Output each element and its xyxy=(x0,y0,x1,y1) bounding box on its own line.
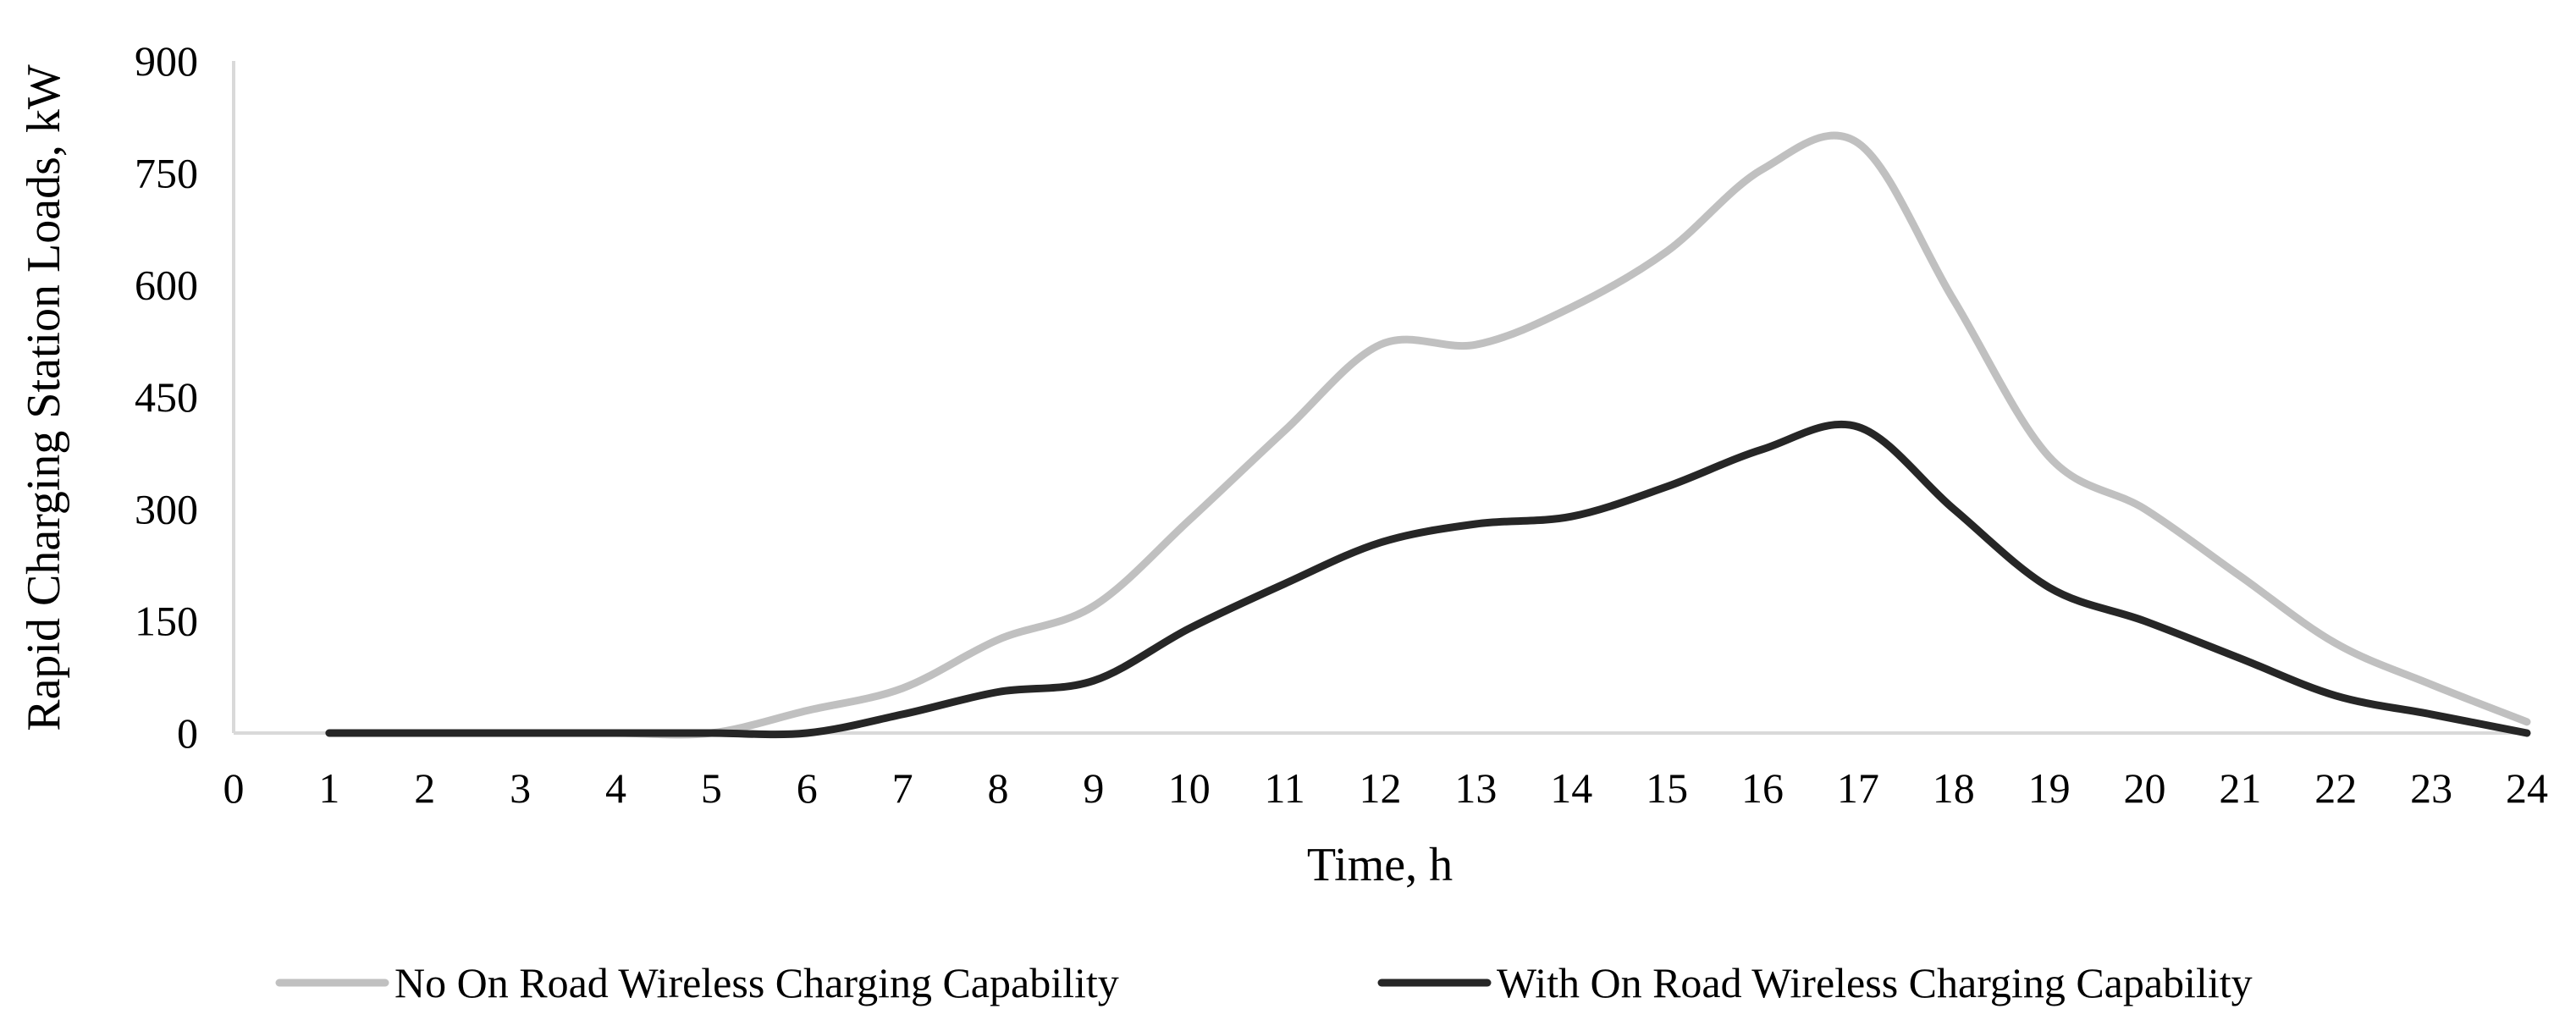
x-tick-label: 1 xyxy=(318,764,339,812)
legend-label-2: With On Road Wireless Charging Capabilit… xyxy=(1497,959,2253,1006)
legend-label-1: No On Road Wireless Charging Capability xyxy=(394,959,1119,1006)
series-line-2 xyxy=(325,420,2531,739)
x-tick-label: 17 xyxy=(1837,764,1879,812)
y-tick-label: 600 xyxy=(135,262,198,309)
x-tick-label: 21 xyxy=(2219,764,2261,812)
y-tick-label: 750 xyxy=(135,149,198,196)
x-tick-label: 13 xyxy=(1454,764,1497,812)
x-tick-label: 2 xyxy=(414,764,435,812)
x-tick-label: 18 xyxy=(1933,764,1975,812)
x-tick-label: 14 xyxy=(1550,764,1592,812)
series-lines xyxy=(325,131,2531,739)
x-tick-label: 20 xyxy=(2124,764,2166,812)
y-tick-label: 150 xyxy=(135,598,198,645)
y-axis-title: Rapid Charging Station Loads, kW xyxy=(18,64,70,731)
y-tick-label: 0 xyxy=(177,709,198,757)
x-tick-label: 23 xyxy=(2410,764,2452,812)
x-tick-label: 5 xyxy=(701,764,722,812)
x-axis-title: Time, h xyxy=(1307,839,1453,891)
x-tick-label: 24 xyxy=(2506,764,2548,812)
x-axis: 0 1 2 3 4 5 6 7 8 9 10 11 12 13 14 15 16 17 18 19 20 21 22 23 24 xyxy=(223,731,2548,812)
y-tick-label: 450 xyxy=(135,373,198,421)
x-tick-label: 19 xyxy=(2028,764,2071,812)
x-tick-label: 8 xyxy=(988,764,1009,812)
x-tick-label: 11 xyxy=(1265,764,1305,812)
x-tick-label: 7 xyxy=(892,764,913,812)
x-tick-label: 3 xyxy=(510,764,531,812)
x-tick-label: 4 xyxy=(605,764,626,812)
x-tick-label: 15 xyxy=(1646,764,1688,812)
x-tick-label: 16 xyxy=(1741,764,1784,812)
x-tick-label: 22 xyxy=(2314,764,2357,812)
legend: No On Road Wireless Charging Capability W… xyxy=(275,959,2253,1006)
y-axis: 0 150 300 450 600 750 900 xyxy=(135,37,235,757)
x-tick-label: 9 xyxy=(1083,764,1104,812)
y-tick-label: 900 xyxy=(135,37,198,85)
y-tick-label: 300 xyxy=(135,485,198,532)
x-tick-label: 6 xyxy=(797,764,818,812)
x-tick-label: 10 xyxy=(1168,764,1211,812)
x-tick-label: 0 xyxy=(223,764,245,812)
x-tick-label: 12 xyxy=(1360,764,1402,812)
